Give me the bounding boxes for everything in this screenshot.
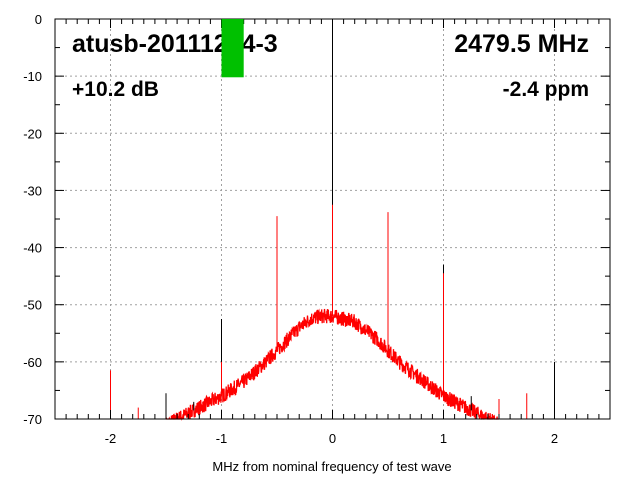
device-label: atusb-20111214-3 [72,30,278,58]
y-tick-label: -30 [23,183,42,198]
x-tick-label: 0 [329,431,336,446]
y-tick-label: -10 [23,69,42,84]
y-tick-label: 0 [35,12,42,27]
x-tick-label: 2 [551,431,558,446]
y-tick-label: -60 [23,355,42,370]
level-label: +10.2 dB [72,78,159,101]
offset-label: -2.4 ppm [503,78,589,101]
y-tick-label: -20 [23,126,42,141]
frequency-label: 2479.5 MHz [454,30,589,58]
axis-ticks: -2 -1 0 1 20-10-20-30-40-50-60-70 [23,12,611,446]
x-tick-label: -2 [105,431,117,446]
level-meter-bar [221,19,244,78]
y-tick-label: -50 [23,298,42,313]
x-tick-label: -1 [216,431,228,446]
x-tick-label: 1 [440,431,447,446]
x-axis-label: MHz from nominal frequency of test wave [212,459,451,474]
y-tick-label: -40 [23,241,42,256]
y-tick-label: -70 [23,412,42,427]
